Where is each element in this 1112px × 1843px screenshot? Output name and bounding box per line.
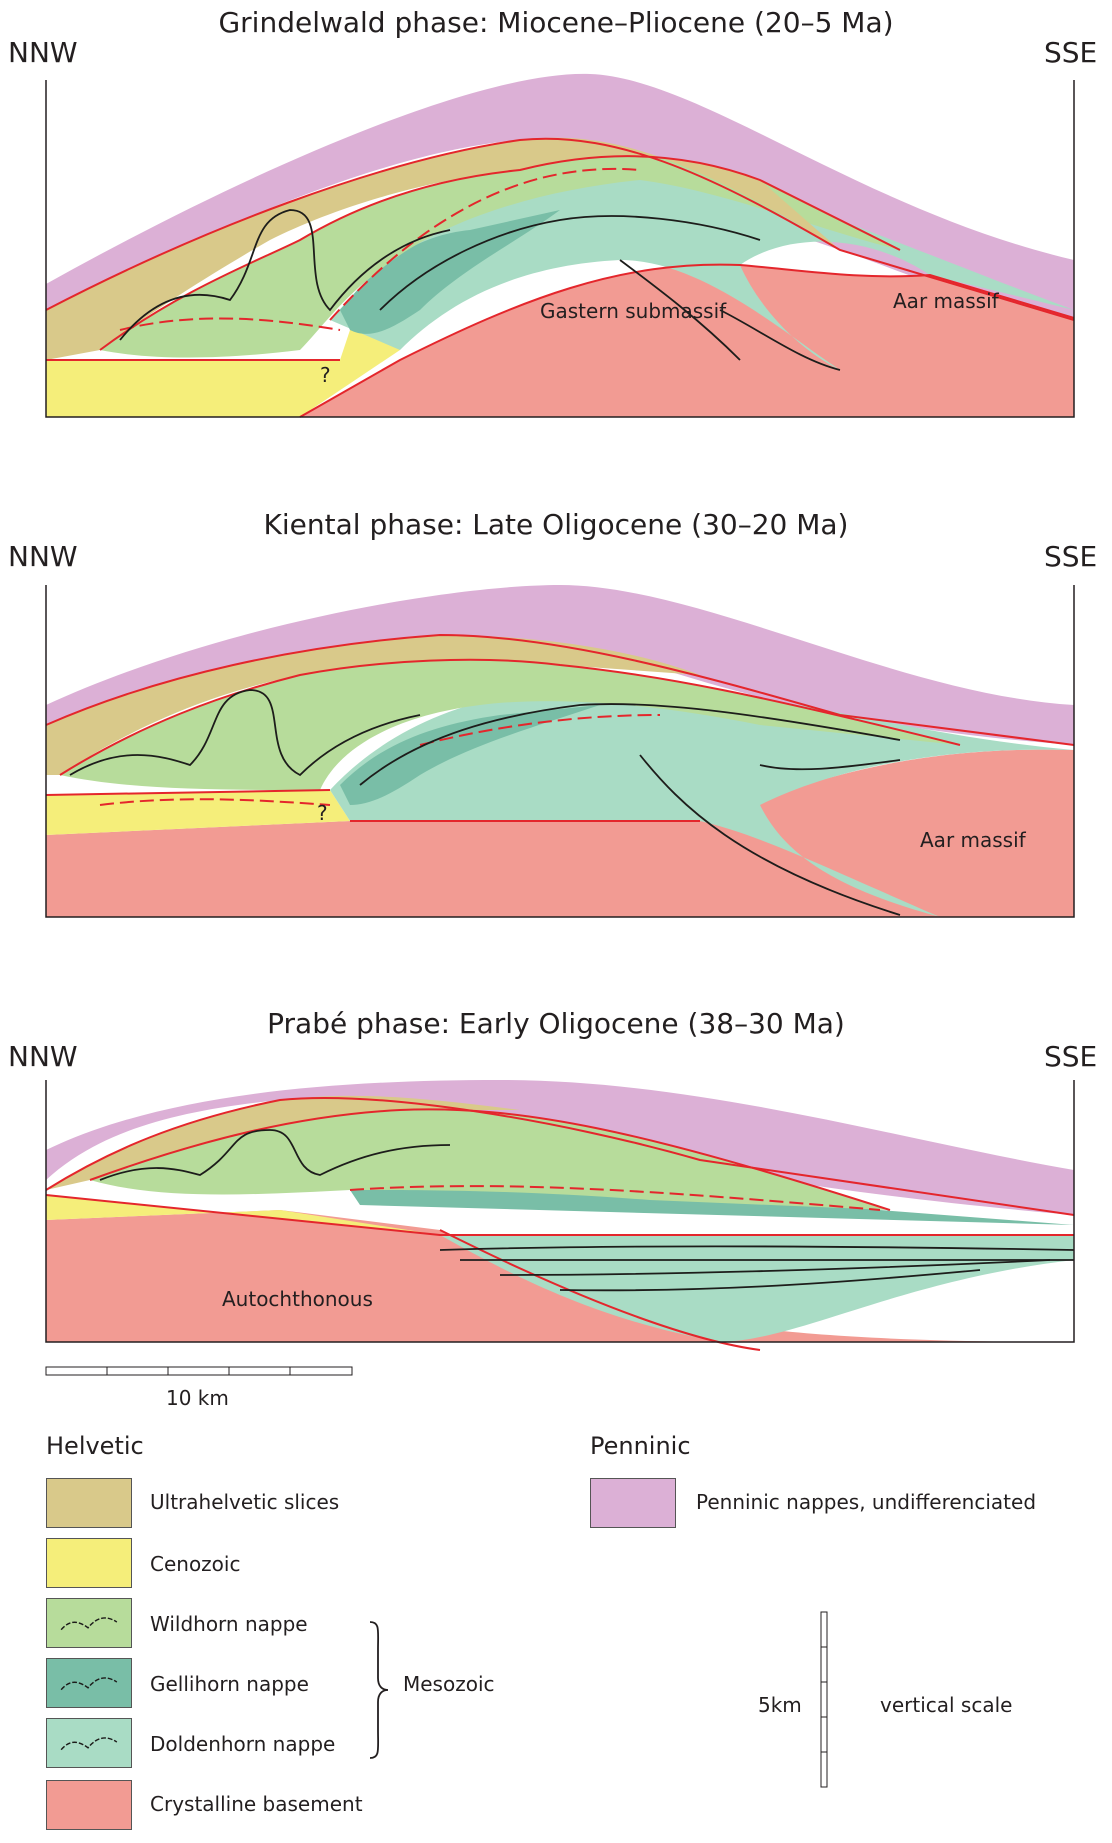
panel-3-right-direction: SSE — [1044, 1040, 1098, 1073]
legend-swatch-cenozoic — [46, 1538, 132, 1588]
panel-3-doldenhorn-nappe — [440, 1235, 1074, 1342]
panel-3-crystalline-basement — [46, 1210, 1074, 1342]
panel-3-cross-section: Autochthonous — [45, 1080, 1075, 1351]
panel-3-gellihorn-nappe — [350, 1186, 1074, 1225]
panel-1-thrust-lines — [45, 137, 1075, 418]
vertical-scale-value: 5km — [758, 1693, 802, 1717]
panel-2-frame — [45, 585, 1075, 918]
legend-swatch-gellihorn — [46, 1658, 132, 1708]
panel-3-left-direction: NNW — [8, 1040, 78, 1073]
panel-2-query-mark: ? — [317, 801, 328, 825]
panel-2-penninic-nappes — [46, 585, 1074, 745]
legend-label-cenozoic: Cenozoic — [150, 1552, 241, 1576]
panel-3-title: Prabé phase: Early Oligocene (38–30 Ma) — [267, 1007, 845, 1040]
legend-swatch-doldenhorn — [46, 1718, 132, 1768]
panel-2-left-direction: NNW — [8, 540, 78, 573]
panel-1-title: Grindelwald phase: Miocene–Pliocene (20–… — [218, 6, 894, 39]
legend-label-gellihorn: Gellihorn nappe — [150, 1672, 309, 1696]
panel-1-gellihorn-nappe — [340, 210, 560, 334]
panel-1-fold-lines — [119, 209, 841, 371]
panel-1-right-direction: SSE — [1044, 36, 1098, 69]
legend-label-penninic: Penninic nappes, undifferenciated — [696, 1490, 1037, 1514]
legend-label-ultrahelvetic: Ultrahelvetic slices — [150, 1490, 340, 1514]
legend-swatch-penninic — [590, 1478, 676, 1528]
horizontal-scale-bar — [45, 1366, 353, 1376]
panel-2-label-aar: Aar massif — [920, 828, 1027, 852]
legend-label-doldenhorn: Doldenhorn nappe — [150, 1732, 336, 1756]
panel-3-label-autochthonous: Autochthonous — [222, 1287, 373, 1311]
panel-2-crystalline-basement — [46, 749, 1074, 917]
legend-swatch-ultrahelvetic — [46, 1478, 132, 1528]
vertical-scale-caption: vertical scale — [880, 1693, 1013, 1717]
legend-penninic-heading: Penninic — [590, 1432, 691, 1460]
panel-2-ultrahelvetic-slices — [46, 635, 700, 775]
legend-swatch-crystalline — [46, 1780, 132, 1830]
panel-1-query-mark: ? — [320, 363, 331, 387]
legend-mesozoic-label: Mesozoic — [403, 1672, 495, 1696]
panel-2-thrust-lines — [45, 633, 1075, 822]
panel-2-cenozoic — [46, 790, 350, 835]
panel-3-thrust-lines — [45, 1097, 1075, 1351]
panel-1-crystalline-basement — [300, 264, 1074, 417]
horizontal-scale-label: 10 km — [166, 1386, 229, 1410]
panel-2-right-direction: SSE — [1044, 540, 1098, 573]
panel-1-cross-section: Gastern submassif Aar massif ? — [45, 73, 1075, 418]
panel-3-fold-lines — [99, 1129, 1075, 1292]
panel-2-doldenhorn-nappe — [330, 685, 1074, 917]
panel-1-frame — [45, 80, 1075, 418]
mesozoic-brace — [369, 1621, 389, 1759]
panel-3-penninic-nappes — [46, 1080, 1074, 1215]
legend-helvetic-heading: Helvetic — [46, 1432, 144, 1460]
panel-1-wildhorn-nappe — [100, 156, 900, 358]
panel-1-label-aar: Aar massif — [893, 289, 1000, 313]
panel-1-doldenhorn-nappe — [330, 168, 1074, 370]
panel-1-label-gastern: Gastern submassif — [540, 299, 727, 323]
panel-2-cross-section: Aar massif ? — [45, 585, 1075, 918]
panel-2-title: Kiental phase: Late Oligocene (30–20 Ma) — [263, 508, 849, 541]
legend-swatch-wildhorn — [46, 1598, 132, 1648]
vertical-scale-bar — [820, 1611, 828, 1788]
legend-label-wildhorn: Wildhorn nappe — [150, 1612, 308, 1636]
panel-1-cenozoic — [46, 300, 400, 417]
panel-3-ultrahelvetic-slices — [46, 1095, 520, 1190]
panel-2-gellihorn-nappe — [340, 705, 600, 805]
panel-1-ultrahelvetic-slices — [46, 137, 840, 360]
panel-3-frame — [45, 1080, 1075, 1343]
legend-label-crystalline: Crystalline basement — [150, 1792, 363, 1816]
panel-2-wildhorn-nappe — [60, 659, 960, 790]
panel-3-wildhorn-nappe — [90, 1109, 890, 1210]
panel-1-left-direction: NNW — [8, 36, 78, 69]
panel-2-fold-lines — [69, 689, 901, 916]
